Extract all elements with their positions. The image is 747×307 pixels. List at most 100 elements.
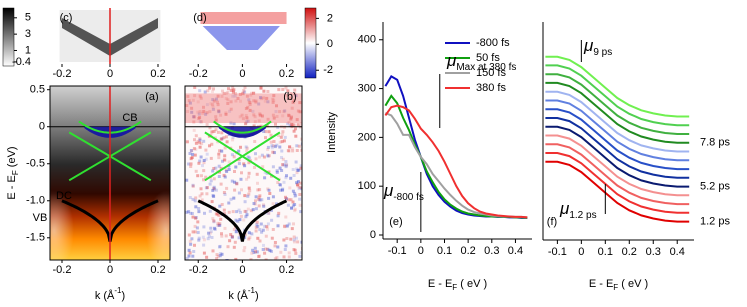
noise [259, 86, 263, 90]
noise [223, 226, 227, 230]
noise [191, 98, 195, 102]
noise [247, 237, 251, 241]
noise [216, 100, 219, 104]
noise [216, 223, 220, 227]
noise [231, 90, 235, 94]
noise [294, 251, 298, 255]
noise [253, 246, 257, 250]
noise [219, 166, 223, 170]
noise [202, 243, 206, 247]
noise [212, 219, 216, 223]
y-tick-label: 100 [358, 180, 376, 192]
noise [195, 226, 199, 230]
image-glow [50, 190, 74, 260]
noise [246, 207, 250, 211]
noise [300, 240, 302, 244]
noise [212, 130, 216, 133]
noise [268, 192, 272, 195]
noise [233, 188, 237, 192]
noise [239, 214, 243, 218]
noise [298, 185, 302, 189]
noise [261, 165, 265, 169]
noise [206, 237, 210, 241]
noise [247, 231, 251, 235]
noise [212, 100, 216, 104]
noise [193, 224, 197, 228]
y-tick-label: -0.5 [26, 158, 45, 170]
noise [224, 168, 228, 172]
noise [204, 112, 208, 116]
noise [218, 245, 222, 249]
noise [265, 247, 269, 251]
noise [282, 139, 286, 143]
noise [294, 160, 298, 164]
noise [295, 236, 298, 240]
noise [194, 216, 198, 220]
noise [300, 137, 302, 141]
noise [234, 230, 238, 234]
mu-symbol: μ [583, 36, 594, 55]
noise [258, 188, 262, 192]
noise [260, 198, 264, 202]
legend-label: -800 fs [476, 37, 510, 49]
noise [187, 162, 191, 166]
noise [235, 210, 239, 214]
series-line [545, 125, 690, 188]
noise [262, 204, 266, 208]
noise [220, 131, 224, 135]
noise [193, 243, 196, 247]
noise [200, 174, 203, 178]
noise [300, 187, 302, 191]
mu-label: μMax at 380 fs [446, 51, 516, 72]
noise [209, 230, 213, 234]
noise [205, 192, 209, 196]
noise [222, 158, 226, 162]
noise [256, 188, 260, 192]
noise [238, 92, 242, 96]
noise [196, 139, 200, 143]
noise [264, 247, 268, 251]
noise [234, 257, 238, 260]
noise [233, 180, 237, 184]
noise [252, 251, 256, 254]
noise [284, 195, 287, 199]
noise [218, 252, 222, 255]
noise [218, 222, 222, 226]
noise [224, 111, 228, 115]
vb-model [197, 199, 288, 242]
noise [208, 126, 212, 130]
noise [212, 87, 215, 91]
noise [287, 198, 291, 202]
noise [282, 255, 286, 259]
noise [194, 169, 198, 173]
noise [275, 143, 279, 147]
noise [272, 140, 276, 143]
noise [285, 163, 289, 167]
noise [278, 145, 282, 149]
legend-label: 380 fs [476, 82, 506, 94]
noise [289, 92, 293, 95]
noise [239, 145, 242, 149]
series-line [545, 152, 690, 214]
noise [293, 207, 297, 211]
noise [292, 123, 296, 127]
noise [264, 130, 268, 134]
colorbar [304, 7, 317, 79]
noise [295, 118, 299, 122]
noise [271, 97, 275, 101]
noise [205, 123, 209, 126]
noise [230, 235, 234, 239]
noise [210, 236, 214, 239]
noise [290, 206, 293, 210]
noise [246, 194, 250, 198]
noise [275, 104, 278, 108]
noise [225, 186, 229, 190]
noise [238, 218, 242, 222]
noise [194, 141, 198, 145]
noise [222, 191, 226, 194]
noise [205, 186, 209, 190]
noise [208, 209, 212, 213]
noise [220, 232, 223, 236]
noise [270, 144, 274, 148]
noise [252, 91, 256, 95]
